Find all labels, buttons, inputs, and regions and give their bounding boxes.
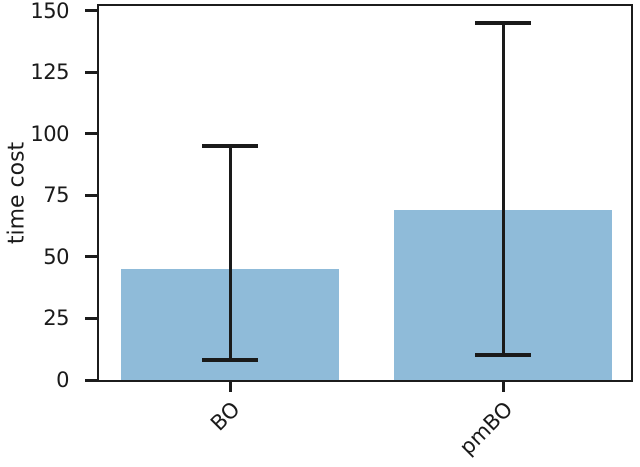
y-axis-tick	[85, 378, 97, 382]
y-axis-tick	[85, 255, 97, 259]
y-axis-tick	[85, 316, 97, 320]
x-tick-label-pmBO: pmBO	[454, 397, 518, 460]
error-bar-cap-top	[475, 21, 532, 26]
y-axis-tick	[85, 132, 97, 136]
error-bar-line	[501, 23, 505, 356]
y-tick-label: 75	[43, 183, 69, 208]
y-tick-label: 0	[56, 368, 69, 392]
error-bar-cap-bottom	[202, 358, 259, 363]
error-bar-cap-bottom	[475, 353, 532, 358]
x-axis-tick	[228, 382, 232, 392]
y-tick-label: 100	[30, 121, 69, 146]
y-axis-tick	[85, 70, 97, 74]
error-bar-line	[228, 146, 232, 361]
y-tick-label: 50	[43, 244, 69, 269]
y-axis-tick	[85, 193, 97, 197]
y-tick-label: 125	[30, 60, 69, 85]
x-tick-label-BO: BO	[205, 397, 245, 436]
y-tick-label: 150	[30, 0, 69, 23]
x-axis-tick	[501, 382, 505, 392]
y-axis-tick	[85, 9, 97, 13]
y-tick-label: 25	[43, 306, 69, 331]
error-bar-cap-top	[202, 144, 259, 149]
